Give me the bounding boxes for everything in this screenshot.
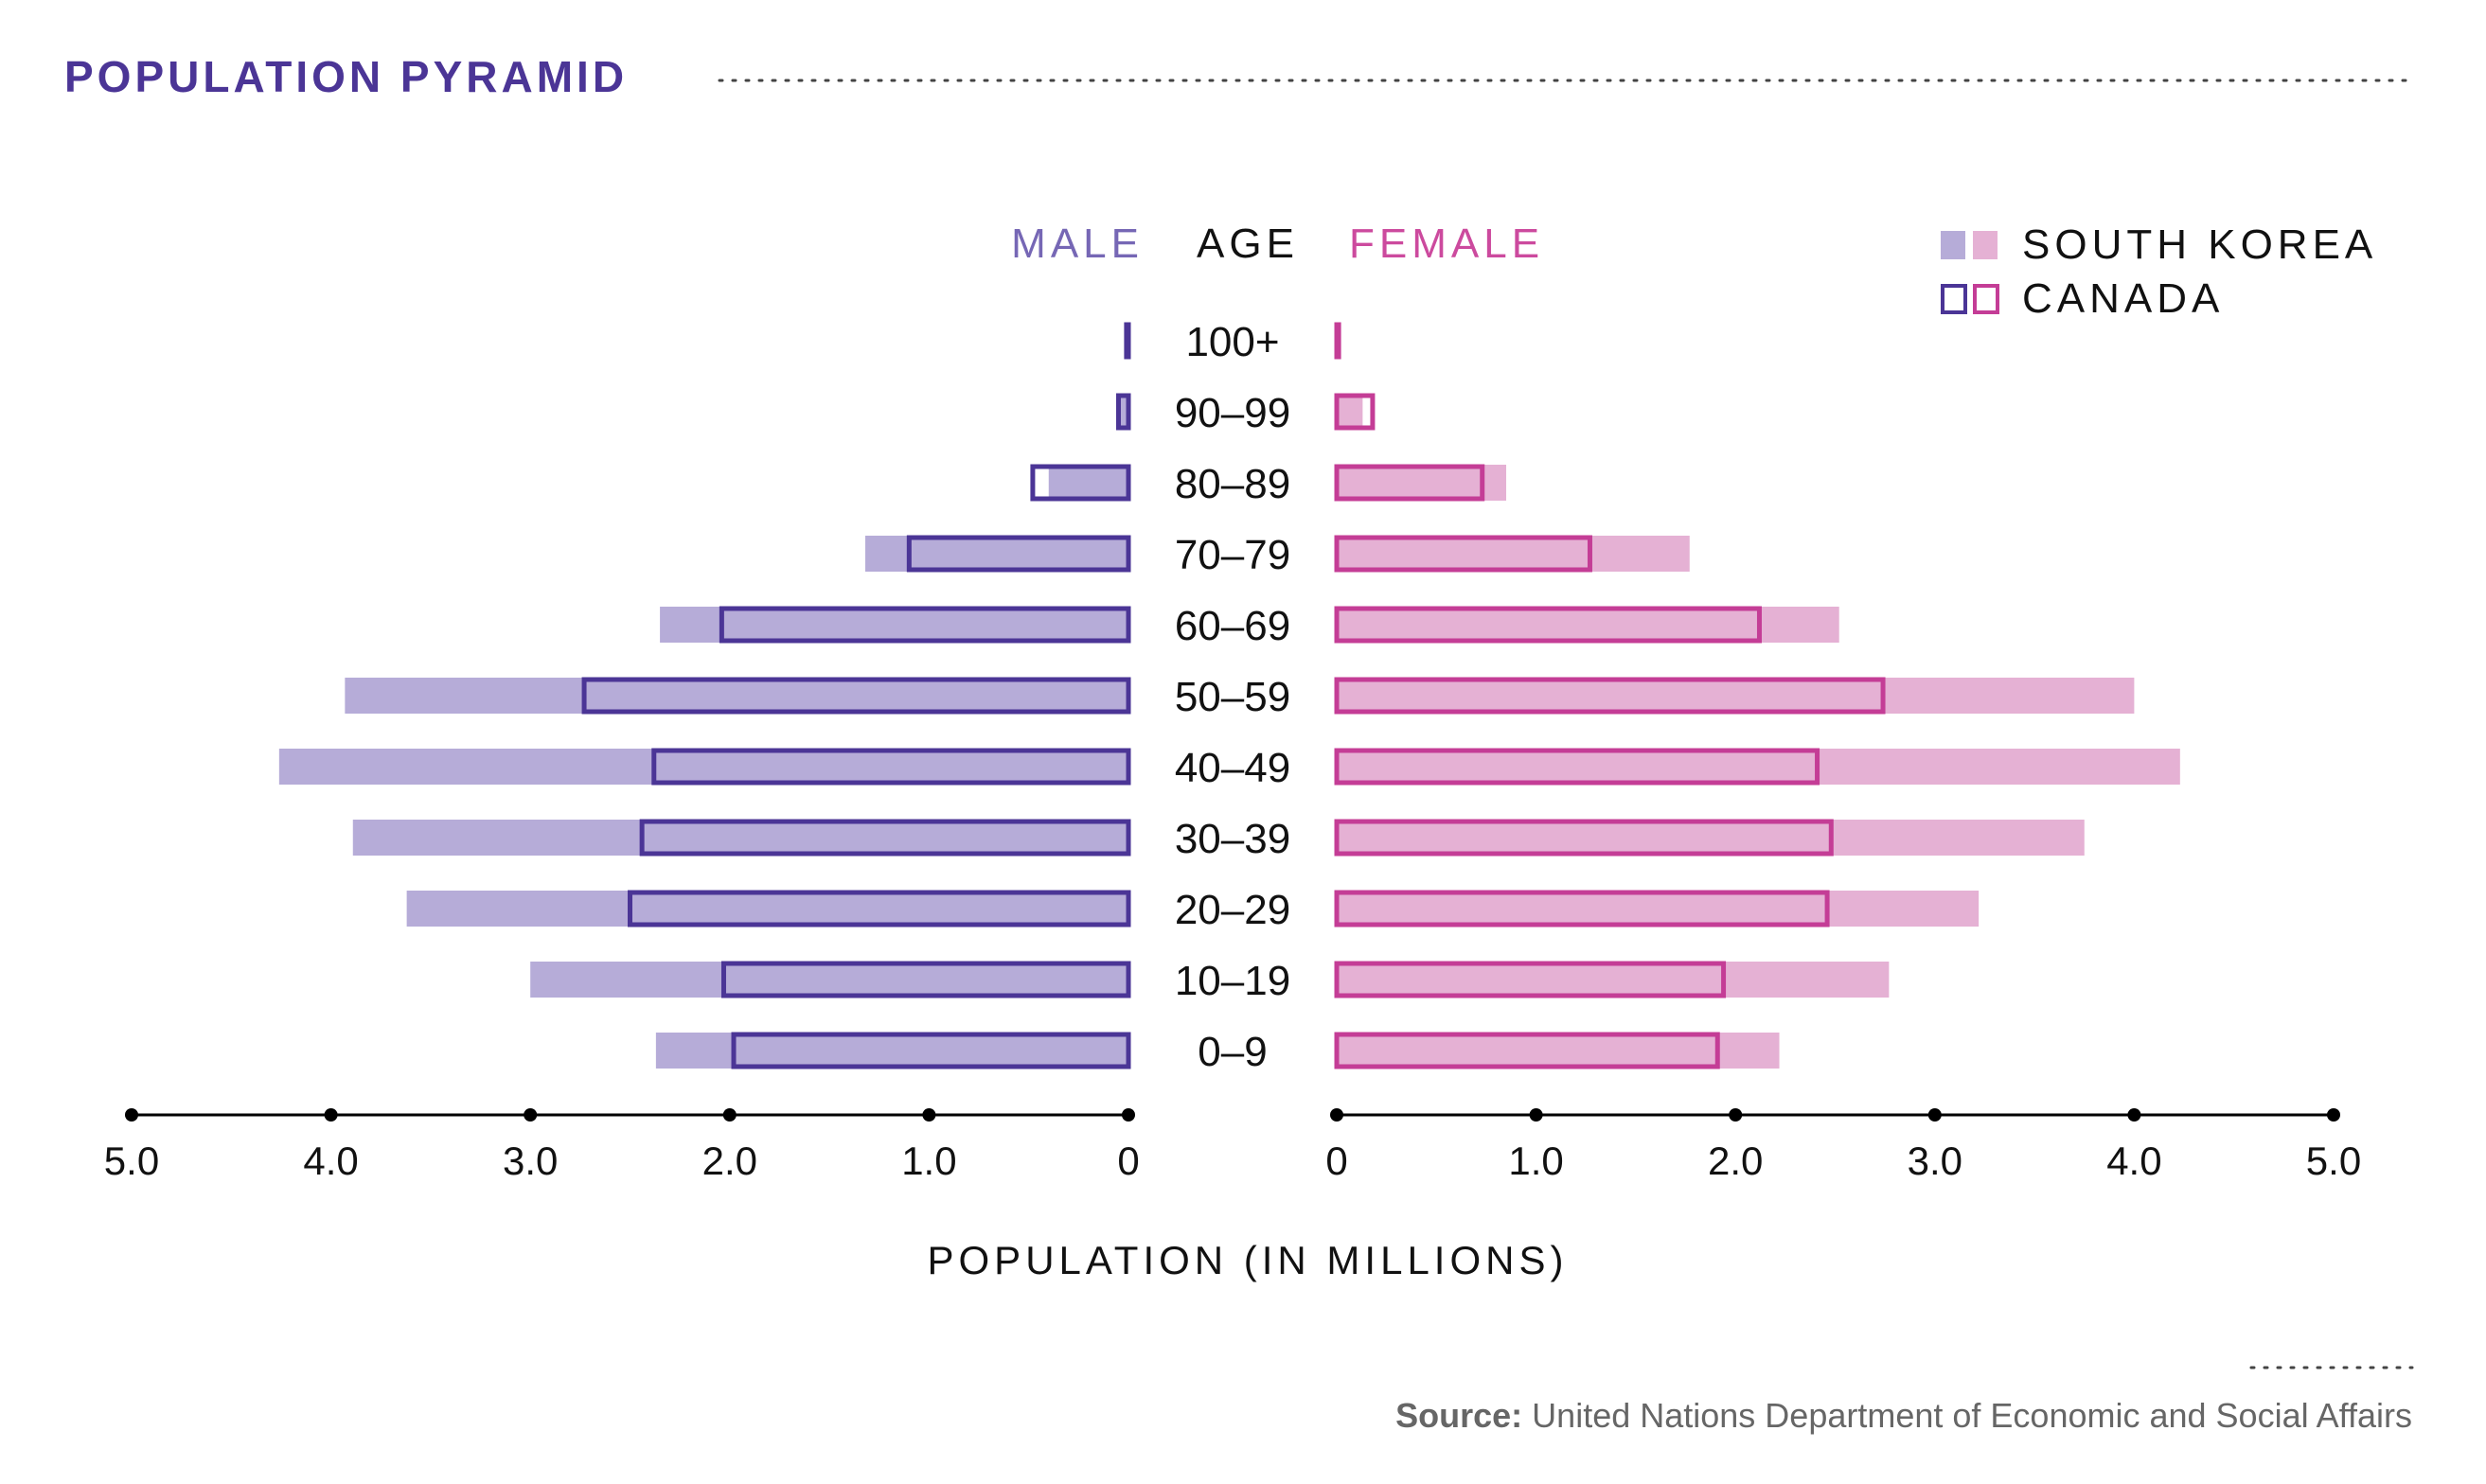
age-label-50-59: 50–59 — [1175, 674, 1290, 720]
male-tick-label: 1.0 — [901, 1139, 956, 1183]
bar-south-korea-female-70-79 — [1337, 536, 1690, 572]
male-tick-label: 4.0 — [303, 1139, 358, 1183]
bar-canada-male-50-59 — [581, 677, 1131, 715]
bar-south-korea-female-30-39 — [1337, 820, 2085, 856]
bar-canada-female-80-89 — [1334, 464, 1485, 502]
female-tick-label: 0 — [1325, 1139, 1347, 1183]
male-tick-label: 3.0 — [503, 1139, 558, 1183]
legend-canada-label: CANADA — [2022, 275, 2224, 322]
source-bold: Source: — [1395, 1396, 1522, 1435]
bar-canada-female-70-79 — [1334, 535, 1592, 573]
bar-canada-male-30-39 — [639, 819, 1131, 857]
bar-canada-male-90-99 — [1115, 393, 1131, 431]
bar-south-korea-female-90-99 — [1337, 394, 1363, 430]
bar-canada-male-60-69 — [719, 606, 1131, 644]
bar-south-korea-male-10-19 — [530, 962, 1128, 998]
legend-south-korea-male-swatch — [1941, 231, 1965, 259]
age-label-70-79: 70–79 — [1175, 532, 1290, 578]
male-tick-dot — [524, 1108, 538, 1122]
age-label-0-9: 0–9 — [1198, 1029, 1267, 1075]
bar-south-korea-female-40-49 — [1337, 749, 2180, 785]
female-tick-label: 5.0 — [2306, 1139, 2361, 1183]
bar-south-korea-male-80-89 — [1048, 465, 1128, 501]
male-tick-dot — [324, 1108, 338, 1122]
bar-canada-male-20-29 — [628, 890, 1131, 928]
legend: SOUTH KOREA CANADA — [1941, 221, 2377, 322]
male-tick-label: 0 — [1117, 1139, 1139, 1183]
age-labels: 100+ 90–99 80–89 70–79 60–69 50–59 40–49 30–39 2… — [1175, 319, 1290, 1075]
female-tick-dot — [2127, 1108, 2141, 1122]
bar-south-korea-female-20-29 — [1337, 891, 1980, 927]
male-tick-dot — [722, 1108, 737, 1122]
female-tick-dot — [1729, 1108, 1743, 1122]
bar-canada-male-70-79 — [906, 535, 1131, 573]
male-tick-label: 2.0 — [702, 1139, 757, 1183]
bar-canada-female-60-69 — [1334, 606, 1762, 644]
female-tick-dot — [1330, 1108, 1343, 1122]
bar-canada-male-0-9 — [731, 1032, 1131, 1069]
bar-canada-female-20-29 — [1334, 890, 1830, 928]
age-label-100: 100+ — [1185, 319, 1279, 365]
bar-south-korea-female-50-59 — [1337, 678, 2135, 714]
bar-south-korea-male-90-99 — [1120, 394, 1128, 430]
bar-south-korea-male-70-79 — [865, 536, 1128, 572]
bar-south-korea-male-40-49 — [278, 749, 1128, 785]
age-label-10-19: 10–19 — [1175, 958, 1290, 1004]
male-header: MALE — [1011, 221, 1144, 267]
bar-south-korea-male-50-59 — [345, 678, 1128, 714]
male-tick-label: 5.0 — [104, 1139, 159, 1183]
bar-south-korea-male-30-39 — [352, 820, 1128, 856]
age-label-60-69: 60–69 — [1175, 603, 1290, 649]
bar-canada-female-90-99 — [1334, 393, 1376, 431]
age-label-40-49: 40–49 — [1175, 745, 1290, 791]
male-tick-dot — [125, 1108, 138, 1122]
x-axis-label: POPULATION (IN MILLIONS) — [928, 1238, 1569, 1282]
female-tick-label: 4.0 — [2106, 1139, 2161, 1183]
source-text: United Nations Department of Economic an… — [1522, 1396, 2412, 1435]
female-tick-dot — [2327, 1108, 2340, 1122]
male-tick-dot — [1122, 1108, 1135, 1122]
bar-canada-female-50-59 — [1334, 677, 1886, 715]
female-header: FEMALE — [1349, 221, 1544, 267]
bar-south-korea-female-60-69 — [1337, 607, 1839, 643]
bar-south-korea-female-80-89 — [1337, 465, 1507, 501]
bar-south-korea-male-20-29 — [406, 891, 1128, 927]
bar-south-korea-female-0-9 — [1337, 1033, 1780, 1069]
bar-south-korea-male-60-69 — [660, 607, 1128, 643]
female-tick-label: 3.0 — [1908, 1139, 1962, 1183]
bar-canada-male-80-89 — [1030, 464, 1131, 502]
age-label-30-39: 30–39 — [1175, 816, 1290, 862]
female-tick-dot — [1927, 1108, 1942, 1122]
legend-south-korea-female-swatch — [1973, 231, 1998, 259]
female-tick-dot — [1529, 1108, 1543, 1122]
chart-title: POPULATION PYRAMID — [64, 52, 628, 101]
bar-canada-female-30-39 — [1334, 819, 1834, 857]
axes-layer: 5.0 4.0 3.0 2.0 1.0 0 0 1.0 2.0 3.0 4.0 5.0 — [104, 1108, 2361, 1183]
bar-canada-male-10-19 — [720, 961, 1131, 998]
age-label-20-29: 20–29 — [1175, 887, 1290, 933]
source-note: Source: United Nations Department of Eco… — [1395, 1396, 2412, 1435]
female-tick-label: 2.0 — [1708, 1139, 1763, 1183]
age-label-80-89: 80–89 — [1175, 461, 1290, 507]
age-header: AGE — [1197, 221, 1299, 267]
legend-south-korea-label: SOUTH KOREA — [2022, 221, 2377, 268]
bar-south-korea-male-0-9 — [655, 1033, 1128, 1069]
bar-canada-male-40-49 — [651, 748, 1131, 786]
legend-canada-male-swatch — [1941, 284, 1967, 314]
female-tick-label: 1.0 — [1508, 1139, 1563, 1183]
bar-canada-female-0-9 — [1334, 1032, 1720, 1069]
male-tick-dot — [922, 1108, 936, 1122]
bar-canada-female-100 — [1334, 322, 1341, 360]
legend-canada-female-swatch — [1973, 284, 1999, 314]
age-label-90-99: 90–99 — [1175, 390, 1290, 436]
bars-layer — [278, 322, 2180, 1069]
bar-canada-female-10-19 — [1334, 961, 1727, 998]
bar-canada-female-40-49 — [1334, 748, 1820, 786]
bar-south-korea-female-10-19 — [1337, 962, 1890, 998]
bar-canada-male-100 — [1124, 322, 1131, 360]
